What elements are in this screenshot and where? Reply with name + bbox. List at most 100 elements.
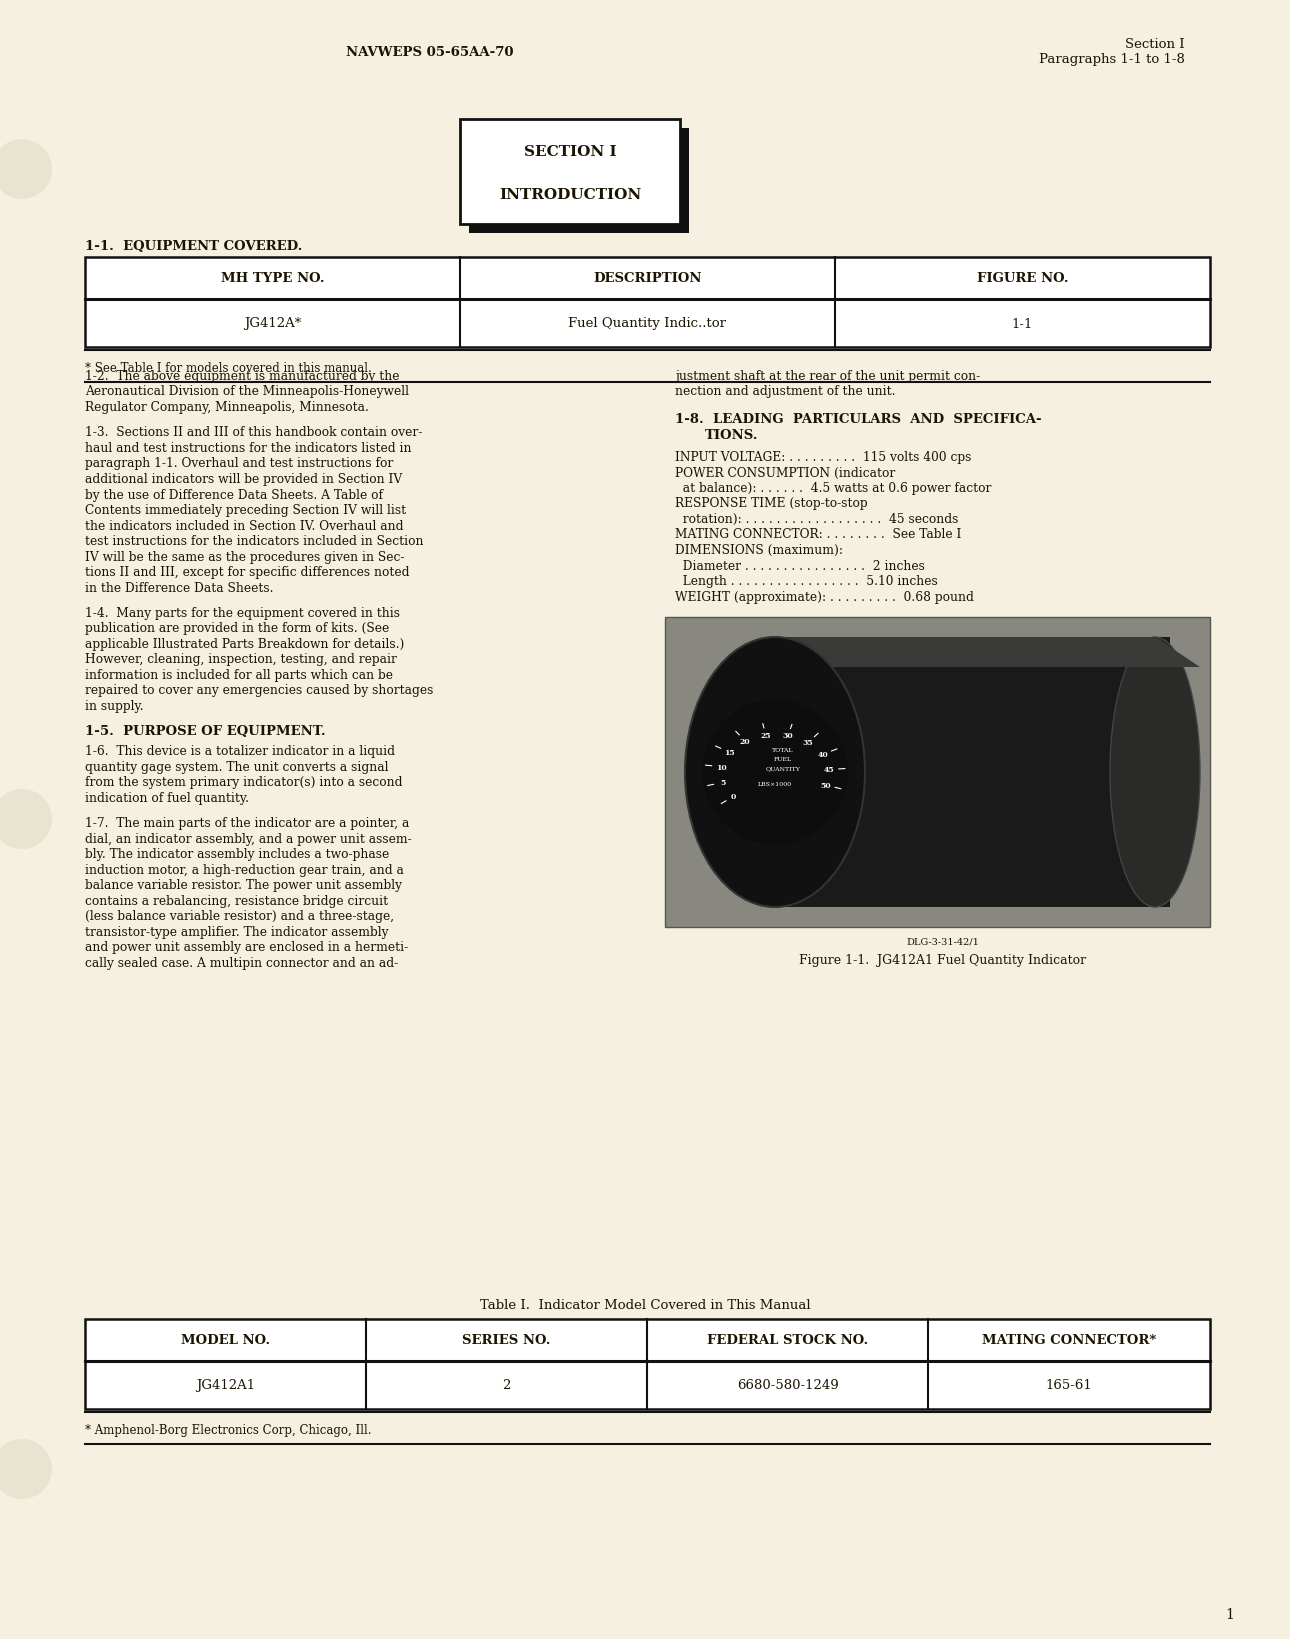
Text: 6680-580-1249: 6680-580-1249 xyxy=(737,1378,838,1392)
Bar xyxy=(470,129,689,234)
Text: rotation): . . . . . . . . . . . . . . . . . .  45 seconds: rotation): . . . . . . . . . . . . . . .… xyxy=(675,513,958,526)
Text: applicable Illustrated Parts Breakdown for details.): applicable Illustrated Parts Breakdown f… xyxy=(85,638,404,651)
Text: Table I.  Indicator Model Covered in This Manual: Table I. Indicator Model Covered in This… xyxy=(480,1298,810,1311)
Ellipse shape xyxy=(685,638,866,908)
Text: 1: 1 xyxy=(1226,1606,1235,1621)
Text: MH TYPE NO.: MH TYPE NO. xyxy=(221,272,324,285)
Text: nection and adjustment of the unit.: nection and adjustment of the unit. xyxy=(675,385,895,398)
Text: Diameter . . . . . . . . . . . . . . . .  2 inches: Diameter . . . . . . . . . . . . . . . .… xyxy=(675,559,925,572)
Text: 30: 30 xyxy=(783,733,793,739)
Text: FIGURE NO.: FIGURE NO. xyxy=(977,272,1068,285)
Text: 1-8.  LEADING  PARTICULARS  AND  SPECIFICA-: 1-8. LEADING PARTICULARS AND SPECIFICA- xyxy=(675,413,1041,426)
Text: Figure 1-1.  JG412A1 Fuel Quantity Indicator: Figure 1-1. JG412A1 Fuel Quantity Indica… xyxy=(799,954,1086,967)
Bar xyxy=(85,257,1210,347)
Text: publication are provided in the form of kits. (See: publication are provided in the form of … xyxy=(85,623,390,634)
Text: 2: 2 xyxy=(502,1378,511,1392)
Text: information is included for all parts which can be: information is included for all parts wh… xyxy=(85,669,393,682)
Bar xyxy=(461,120,680,225)
Polygon shape xyxy=(765,638,1200,667)
Text: TOTAL: TOTAL xyxy=(773,747,793,752)
Text: (less balance variable resistor) and a three-stage,: (less balance variable resistor) and a t… xyxy=(85,910,395,923)
Text: additional indicators will be provided in Section IV: additional indicators will be provided i… xyxy=(85,472,402,485)
Text: MODEL NO.: MODEL NO. xyxy=(181,1334,270,1347)
Text: quantity gage system. The unit converts a signal: quantity gage system. The unit converts … xyxy=(85,760,388,774)
Circle shape xyxy=(703,700,848,844)
Text: INTRODUCTION: INTRODUCTION xyxy=(499,188,641,202)
Text: in the Difference Data Sheets.: in the Difference Data Sheets. xyxy=(85,582,273,595)
Text: DESCRIPTION: DESCRIPTION xyxy=(593,272,702,285)
Text: SERIES NO.: SERIES NO. xyxy=(462,1334,551,1347)
Text: 1-7.  The main parts of the indicator are a pointer, a: 1-7. The main parts of the indicator are… xyxy=(85,816,409,829)
Text: IV will be the same as the procedures given in Sec-: IV will be the same as the procedures gi… xyxy=(85,551,405,564)
Text: FEDERAL STOCK NO.: FEDERAL STOCK NO. xyxy=(707,1334,868,1347)
Text: test instructions for the indicators included in Section: test instructions for the indicators inc… xyxy=(85,534,423,547)
Text: and power unit assembly are enclosed in a hermeti-: and power unit assembly are enclosed in … xyxy=(85,941,408,954)
Text: 0: 0 xyxy=(731,793,737,801)
Ellipse shape xyxy=(1109,638,1200,908)
Text: TIONS.: TIONS. xyxy=(706,429,759,443)
Text: at balance): . . . . . .  4.5 watts at 0.6 power factor: at balance): . . . . . . 4.5 watts at 0.… xyxy=(675,482,992,495)
Text: induction motor, a high-reduction gear train, and a: induction motor, a high-reduction gear t… xyxy=(85,864,404,877)
Bar xyxy=(85,1319,1210,1410)
Circle shape xyxy=(0,139,52,200)
Bar xyxy=(85,1319,1210,1360)
Text: Fuel Quantity Indic..tor: Fuel Quantity Indic..tor xyxy=(569,318,726,331)
Bar xyxy=(85,1360,1210,1410)
Text: DLG-3-31-42/1: DLG-3-31-42/1 xyxy=(906,938,979,946)
Text: tions II and III, except for specific differences noted: tions II and III, except for specific di… xyxy=(85,565,409,579)
Text: haul and test instructions for the indicators listed in: haul and test instructions for the indic… xyxy=(85,443,412,454)
Circle shape xyxy=(0,790,52,849)
Text: 1-1: 1-1 xyxy=(1011,318,1033,331)
Text: contains a rebalancing, resistance bridge circuit: contains a rebalancing, resistance bridg… xyxy=(85,895,388,908)
Text: INPUT VOLTAGE: . . . . . . . . .  115 volts 400 cps: INPUT VOLTAGE: . . . . . . . . . 115 vol… xyxy=(675,451,971,464)
Text: WEIGHT (approximate): . . . . . . . . .  0.68 pound: WEIGHT (approximate): . . . . . . . . . … xyxy=(675,590,974,603)
Text: POWER CONSUMPTION (indicator: POWER CONSUMPTION (indicator xyxy=(675,465,895,479)
Text: dial, an indicator assembly, and a power unit assem-: dial, an indicator assembly, and a power… xyxy=(85,833,412,846)
Text: 1-1.  EQUIPMENT COVERED.: 1-1. EQUIPMENT COVERED. xyxy=(85,241,302,254)
Text: transistor-type amplifier. The indicator assembly: transistor-type amplifier. The indicator… xyxy=(85,926,388,939)
Text: indication of fuel quantity.: indication of fuel quantity. xyxy=(85,792,249,805)
Text: the indicators included in Section IV. Overhaul and: the indicators included in Section IV. O… xyxy=(85,520,404,533)
Text: 45: 45 xyxy=(823,765,835,774)
Text: Paragraphs 1-1 to 1-8: Paragraphs 1-1 to 1-8 xyxy=(1040,52,1186,66)
Text: Contents immediately preceding Section IV will list: Contents immediately preceding Section I… xyxy=(85,503,406,516)
Text: 35: 35 xyxy=(802,739,814,747)
Text: Regulator Company, Minneapolis, Minnesota.: Regulator Company, Minneapolis, Minnesot… xyxy=(85,402,369,413)
Text: JG412A*: JG412A* xyxy=(244,318,301,331)
Bar xyxy=(666,618,1210,928)
Text: SECTION I: SECTION I xyxy=(524,144,617,159)
Text: QUANTITY: QUANTITY xyxy=(765,765,800,770)
Text: FUEL: FUEL xyxy=(774,757,792,762)
Text: justment shaft at the rear of the unit permit con-: justment shaft at the rear of the unit p… xyxy=(675,370,980,384)
Text: 1-5.  PURPOSE OF EQUIPMENT.: 1-5. PURPOSE OF EQUIPMENT. xyxy=(85,724,325,738)
Text: Section I: Section I xyxy=(1125,38,1186,51)
Text: from the system primary indicator(s) into a second: from the system primary indicator(s) int… xyxy=(85,775,402,788)
Text: JG412A1: JG412A1 xyxy=(196,1378,255,1392)
Text: by the use of Difference Data Sheets. A Table of: by the use of Difference Data Sheets. A … xyxy=(85,488,383,502)
Text: balance variable resistor. The power unit assembly: balance variable resistor. The power uni… xyxy=(85,879,402,892)
Text: LBS×1000: LBS×1000 xyxy=(759,782,792,787)
Text: MATING CONNECTOR: . . . . . . . .  See Table I: MATING CONNECTOR: . . . . . . . . See Ta… xyxy=(675,528,961,541)
Text: 165-61: 165-61 xyxy=(1046,1378,1093,1392)
Text: 50: 50 xyxy=(820,782,831,790)
Text: 1-6.  This device is a totalizer indicator in a liquid: 1-6. This device is a totalizer indicato… xyxy=(85,746,395,757)
Text: 25: 25 xyxy=(760,731,771,739)
Text: 20: 20 xyxy=(739,738,749,746)
Bar xyxy=(85,257,1210,300)
Circle shape xyxy=(0,1439,52,1500)
Text: RESPONSE TIME (stop-to-stop: RESPONSE TIME (stop-to-stop xyxy=(675,497,868,510)
Text: MATING CONNECTOR*: MATING CONNECTOR* xyxy=(982,1334,1156,1347)
Text: DIMENSIONS (maximum):: DIMENSIONS (maximum): xyxy=(675,544,842,557)
Text: 10: 10 xyxy=(716,764,726,772)
Text: 1-2.  The above equipment is manufactured by the: 1-2. The above equipment is manufactured… xyxy=(85,370,400,384)
Text: cally sealed case. A multipin connector and an ad-: cally sealed case. A multipin connector … xyxy=(85,957,399,969)
Bar xyxy=(765,638,1170,908)
Text: NAVWEPS 05-65AA-70: NAVWEPS 05-65AA-70 xyxy=(346,46,513,59)
Text: 1-3.  Sections II and III of this handbook contain over-: 1-3. Sections II and III of this handboo… xyxy=(85,426,422,439)
Text: paragraph 1-1. Overhaul and test instructions for: paragraph 1-1. Overhaul and test instruc… xyxy=(85,457,393,470)
Text: repaired to cover any emergencies caused by shortages: repaired to cover any emergencies caused… xyxy=(85,683,433,697)
Text: * Amphenol-Borg Electronics Corp, Chicago, Ill.: * Amphenol-Borg Electronics Corp, Chicag… xyxy=(85,1424,372,1437)
Bar xyxy=(85,300,1210,347)
Text: However, cleaning, inspection, testing, and repair: However, cleaning, inspection, testing, … xyxy=(85,652,397,665)
Text: 5: 5 xyxy=(721,779,726,787)
